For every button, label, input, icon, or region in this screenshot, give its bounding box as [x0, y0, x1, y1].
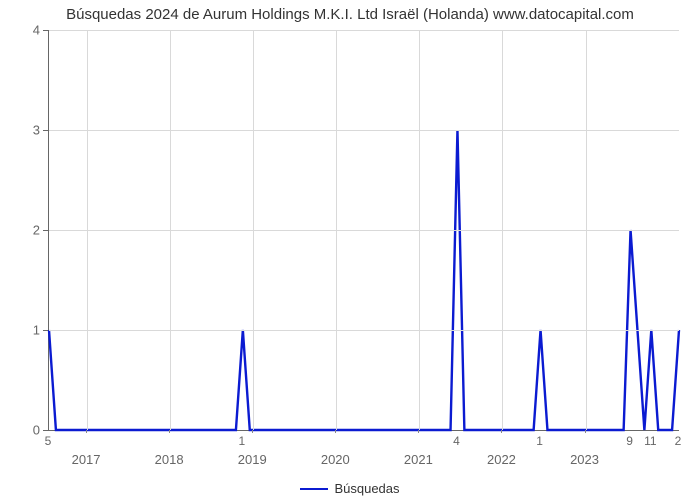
x-value-label: 11 [644, 434, 656, 448]
y-tick [43, 230, 48, 231]
y-tick [43, 330, 48, 331]
legend: Búsquedas [0, 480, 700, 496]
x-minor-tick [86, 430, 87, 433]
gridline-vertical [502, 30, 503, 430]
y-tick [43, 130, 48, 131]
gridline-horizontal [49, 230, 679, 231]
chart-container: Búsquedas 2024 de Aurum Holdings M.K.I. … [0, 0, 700, 500]
x-value-label: 4 [453, 434, 460, 448]
x-year-label: 2020 [321, 452, 350, 467]
x-year-label: 2017 [72, 452, 101, 467]
x-value-label: 5 [45, 434, 52, 448]
gridline-vertical [253, 30, 254, 430]
y-tick-label: 4 [0, 23, 40, 38]
chart-title: Búsquedas 2024 de Aurum Holdings M.K.I. … [0, 6, 700, 23]
x-year-label: 2019 [238, 452, 267, 467]
gridline-horizontal [49, 130, 679, 131]
y-tick-label: 1 [0, 323, 40, 338]
y-tick-label: 0 [0, 423, 40, 438]
x-minor-tick [335, 430, 336, 433]
gridline-vertical [170, 30, 171, 430]
y-tick [43, 430, 48, 431]
x-value-label: 1 [239, 434, 246, 448]
x-minor-tick [501, 430, 502, 433]
legend-swatch [300, 488, 328, 490]
x-value-label: 1 [536, 434, 543, 448]
x-value-label: 2 [675, 434, 682, 448]
gridline-horizontal [49, 330, 679, 331]
gridline-horizontal [49, 30, 679, 31]
x-year-label: 2018 [155, 452, 184, 467]
y-tick-label: 3 [0, 123, 40, 138]
gridline-vertical [87, 30, 88, 430]
x-minor-tick [585, 430, 586, 433]
legend-label: Búsquedas [334, 481, 399, 496]
x-minor-tick [169, 430, 170, 433]
gridline-vertical [586, 30, 587, 430]
x-minor-tick [252, 430, 253, 433]
gridline-vertical [336, 30, 337, 430]
y-tick-label: 2 [0, 223, 40, 238]
x-year-label: 2023 [570, 452, 599, 467]
x-value-label: 9 [626, 434, 633, 448]
x-year-label: 2022 [487, 452, 516, 467]
series-line [49, 130, 679, 430]
x-minor-tick [418, 430, 419, 433]
plot-area [48, 30, 679, 431]
x-year-label: 2021 [404, 452, 433, 467]
y-tick [43, 30, 48, 31]
gridline-vertical [419, 30, 420, 430]
